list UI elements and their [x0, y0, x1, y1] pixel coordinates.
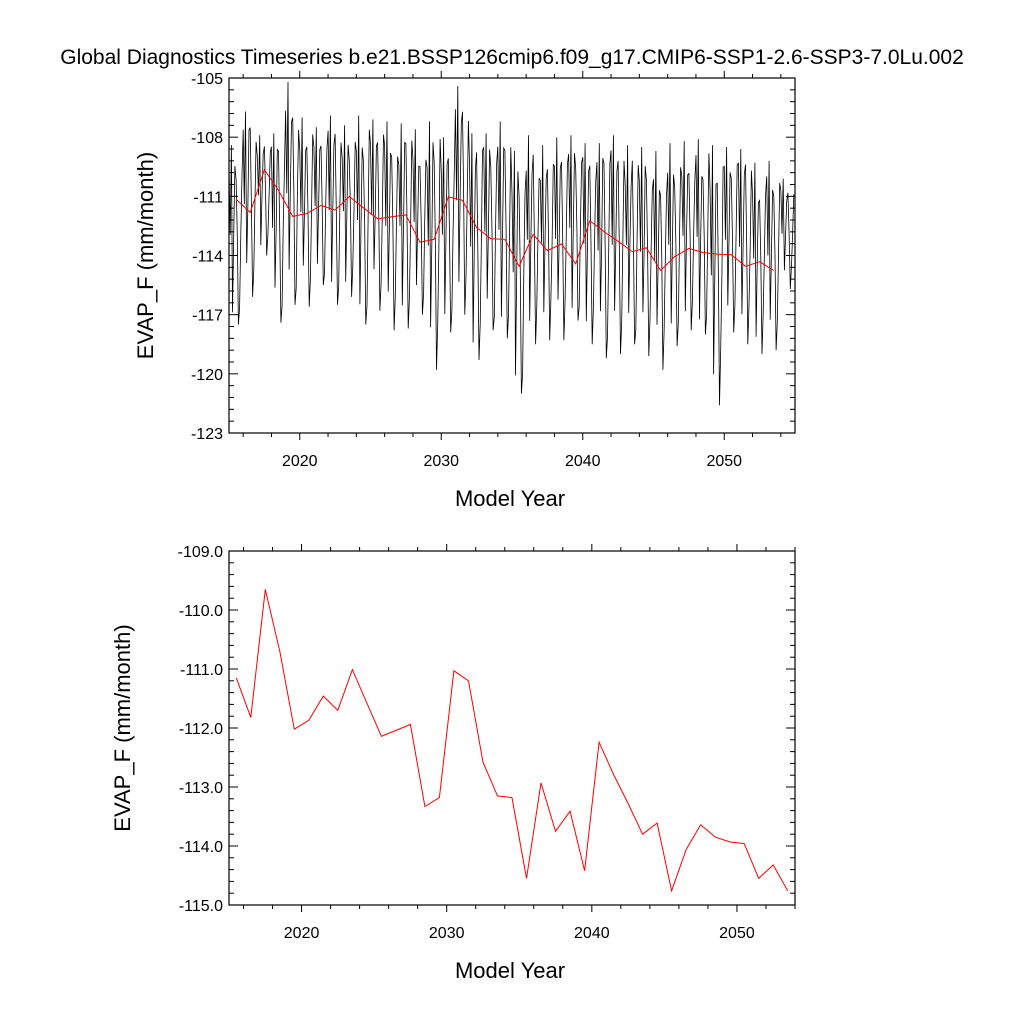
- plot-frame: [228, 550, 796, 906]
- y-tick-label: -111: [193, 189, 223, 206]
- x-tick-label: 2050: [719, 925, 755, 942]
- y-tick-label: -111.0: [180, 662, 223, 679]
- y-axis-label: EVAP_F (mm/month): [110, 624, 135, 831]
- y-tick-label: -117: [192, 308, 223, 325]
- x-axis-label: Model Year: [455, 958, 565, 983]
- y-tick-label: -114.0: [179, 839, 223, 856]
- y-tick-label: -112.0: [179, 721, 223, 738]
- x-tick-label: 2020: [282, 453, 318, 470]
- x-tick-label: 2030: [423, 453, 459, 470]
- bottom-panel: -115.0 -114.0 -113.0 -112.0 -111.0 -110.0 -109…: [110, 544, 796, 983]
- top-panel: -123 -120 -117 -114 -111 -108 -105 2020 2030 2040…: [133, 71, 796, 511]
- x-axis-label: Model Year: [455, 486, 565, 511]
- y-tick-label: -110.0: [179, 603, 223, 620]
- monthly-series-line: [228, 81, 795, 406]
- annual-mean-series-line: [235, 168, 775, 272]
- y-tick-label: -108: [191, 130, 223, 147]
- y-axis-label: EVAP_F (mm/month): [133, 152, 158, 359]
- y-tick-label: -113.0: [179, 780, 223, 797]
- y-tick-label: -114: [192, 249, 223, 266]
- x-tick-label: 2030: [429, 925, 465, 942]
- x-tick-label: 2050: [706, 453, 742, 470]
- x-tick-label: 2040: [574, 925, 610, 942]
- plot-frame: [228, 77, 796, 434]
- annual-mean-series-line: [235, 589, 789, 893]
- y-tick-label: -123: [191, 426, 223, 443]
- y-tick-label: -115.0: [179, 898, 223, 915]
- y-tick-label: -109.0: [178, 544, 223, 561]
- y-tick-label: -120: [191, 367, 223, 384]
- x-tick-label: 2020: [284, 925, 320, 942]
- chart-title: Global Diagnostics Timeseries b.e21.BSSP…: [60, 46, 964, 69]
- x-tick-label: 2040: [565, 453, 601, 470]
- y-tick-label: -105: [191, 71, 223, 88]
